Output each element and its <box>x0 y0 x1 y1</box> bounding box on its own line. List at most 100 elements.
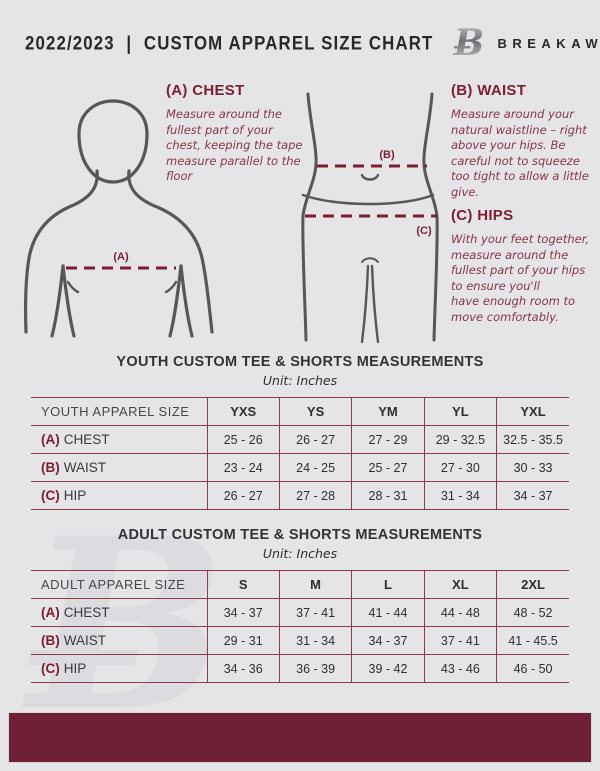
row-label: (C) HIP <box>31 654 207 683</box>
size-xl: XL <box>423 570 497 599</box>
chest-guide: (A) CHEST Measure around the fullest par… <box>166 82 308 185</box>
row-prefix: (B) <box>41 460 60 475</box>
adult-header-row: ADULT APPAREL SIZE S M L XL 2XL <box>31 570 569 599</box>
size-yxs: YXS <box>206 397 280 426</box>
waist-measure-label: (B) <box>379 149 395 161</box>
cell: 29 - 32.5 <box>423 425 497 454</box>
cell: 31 - 34 <box>278 626 352 655</box>
youth-size-column-header: YOUTH APPAREL SIZE <box>31 397 207 426</box>
cell: 34 - 37 <box>496 481 569 510</box>
size-yl: YL <box>423 397 497 426</box>
brand-logo: Ƀ BREAKAWAY <box>450 22 600 64</box>
hips-measure-label: (C) <box>416 225 432 237</box>
hips-guide-body: With your feet together, measure around … <box>451 232 590 324</box>
youth-size-table: YOUTH APPAREL SIZE YXS YS YM YL YXL (A) C… <box>31 397 569 510</box>
footer-bar <box>8 712 592 763</box>
waist-guide: (B) WAIST Measure around your natural wa… <box>451 82 595 200</box>
row-label-text: WAIST <box>63 460 106 475</box>
hips-guide-heading: (C) HIPS <box>451 207 514 224</box>
cell: 39 - 42 <box>351 654 425 683</box>
row-prefix: (A) <box>41 432 60 447</box>
youth-table-title: YOUTH CUSTOM TEE & SHORTS MEASUREMENTS <box>116 354 484 370</box>
youth-chest-row: (A) CHEST 25 - 26 26 - 27 27 - 29 29 - 32… <box>31 425 569 454</box>
size-ym: YM <box>351 397 425 426</box>
chest-measure-label: (A) <box>113 251 129 263</box>
adult-chest-row: (A) CHEST 34 - 37 37 - 41 41 - 44 44 - 48… <box>31 598 569 627</box>
cell: 31 - 34 <box>423 481 497 510</box>
adult-waist-row: (B) WAIST 29 - 31 31 - 34 34 - 37 37 - 41… <box>31 626 569 655</box>
waist-guide-body: Measure around your natural waistline – … <box>451 107 589 199</box>
size-2xl: 2XL <box>496 570 569 599</box>
cell: 26 - 27 <box>278 425 352 454</box>
adult-section: ADULT CUSTOM TEE & SHORTS MEASUREMENTS U… <box>31 527 569 683</box>
row-label: (A) CHEST <box>31 425 207 454</box>
cell: 27 - 29 <box>351 425 425 454</box>
row-label-text: HIP <box>63 488 87 503</box>
cell: 29 - 31 <box>206 626 280 655</box>
youth-waist-row: (B) WAIST 23 - 24 24 - 25 25 - 27 27 - 30… <box>31 453 569 482</box>
cell: 34 - 37 <box>351 626 425 655</box>
row-label-text: WAIST <box>63 633 106 648</box>
cell: 37 - 41 <box>278 598 352 627</box>
brand-wordmark: BREAKAWAY <box>497 35 600 51</box>
page-title: 2022/2023 | CUSTOM APPAREL SIZE CHART <box>25 31 434 54</box>
adult-size-column-header: ADULT APPAREL SIZE <box>31 570 207 599</box>
hips-guide: (C) HIPS With your feet together, measur… <box>451 207 599 325</box>
row-label-text: HIP <box>63 661 87 676</box>
youth-hip-row: (C) HIP 26 - 27 27 - 28 28 - 31 31 - 34 3… <box>31 481 569 510</box>
youth-table-unit: Unit: Inches <box>262 373 338 388</box>
row-label: (B) WAIST <box>31 453 207 482</box>
cell: 32.5 - 35.5 <box>496 425 569 454</box>
cell: 44 - 48 <box>423 598 497 627</box>
cell: 23 - 24 <box>206 453 280 482</box>
size-s: S <box>206 570 280 599</box>
cell: 48 - 52 <box>496 598 569 627</box>
row-label-text: CHEST <box>63 432 110 447</box>
size-m: M <box>278 570 352 599</box>
cell: 25 - 26 <box>206 425 280 454</box>
lower-body-outline <box>301 92 439 344</box>
cell: 41 - 44 <box>351 598 425 627</box>
waist-guide-heading: (B) WAIST <box>451 82 527 99</box>
upper-body-figure: (A) <box>24 99 214 338</box>
row-prefix: (C) <box>41 488 60 503</box>
adult-size-table: ADULT APPAREL SIZE S M L XL 2XL (A) CHEST… <box>31 570 569 683</box>
cell: 36 - 39 <box>278 654 352 683</box>
cell: 41 - 45.5 <box>496 626 569 655</box>
chest-guide-heading: (A) CHEST <box>166 82 245 99</box>
cell: 25 - 27 <box>351 453 425 482</box>
upper-body-outline <box>24 99 214 338</box>
youth-section: YOUTH CUSTOM TEE & SHORTS MEASUREMENTS U… <box>31 354 569 510</box>
cell: 34 - 37 <box>206 598 280 627</box>
cell: 43 - 46 <box>423 654 497 683</box>
adult-table-unit: Unit: Inches <box>262 546 338 561</box>
lower-body-figure: (B) (C) <box>301 92 439 344</box>
cell: 27 - 28 <box>278 481 352 510</box>
cell: 27 - 30 <box>423 453 497 482</box>
row-prefix: (C) <box>41 661 60 676</box>
logo-b-glyph: Ƀ <box>453 22 484 64</box>
cell: 37 - 41 <box>423 626 497 655</box>
chest-guide-body: Measure around the fullest part of your … <box>166 107 303 183</box>
row-label: (A) CHEST <box>31 598 207 627</box>
row-prefix: (A) <box>41 605 60 620</box>
cell: 26 - 27 <box>206 481 280 510</box>
adult-hip-row: (C) HIP 34 - 36 36 - 39 39 - 42 43 - 46 4… <box>31 654 569 683</box>
cell: 34 - 36 <box>206 654 280 683</box>
size-yxl: YXL <box>496 397 569 426</box>
size-l: L <box>351 570 425 599</box>
row-label-text: CHEST <box>63 605 110 620</box>
cell: 24 - 25 <box>278 453 352 482</box>
row-prefix: (B) <box>41 633 60 648</box>
row-label: (C) HIP <box>31 481 207 510</box>
cell: 28 - 31 <box>351 481 425 510</box>
cell: 46 - 50 <box>496 654 569 683</box>
size-ys: YS <box>278 397 352 426</box>
youth-header-row: YOUTH APPAREL SIZE YXS YS YM YL YXL <box>31 397 569 426</box>
page-header: 2022/2023 | CUSTOM APPAREL SIZE CHART Ƀ … <box>0 0 600 74</box>
adult-table-title: ADULT CUSTOM TEE & SHORTS MEASUREMENTS <box>117 527 483 543</box>
breakaway-b-logo-icon: Ƀ <box>453 22 484 64</box>
cell: 30 - 33 <box>496 453 569 482</box>
row-label: (B) WAIST <box>31 626 207 655</box>
